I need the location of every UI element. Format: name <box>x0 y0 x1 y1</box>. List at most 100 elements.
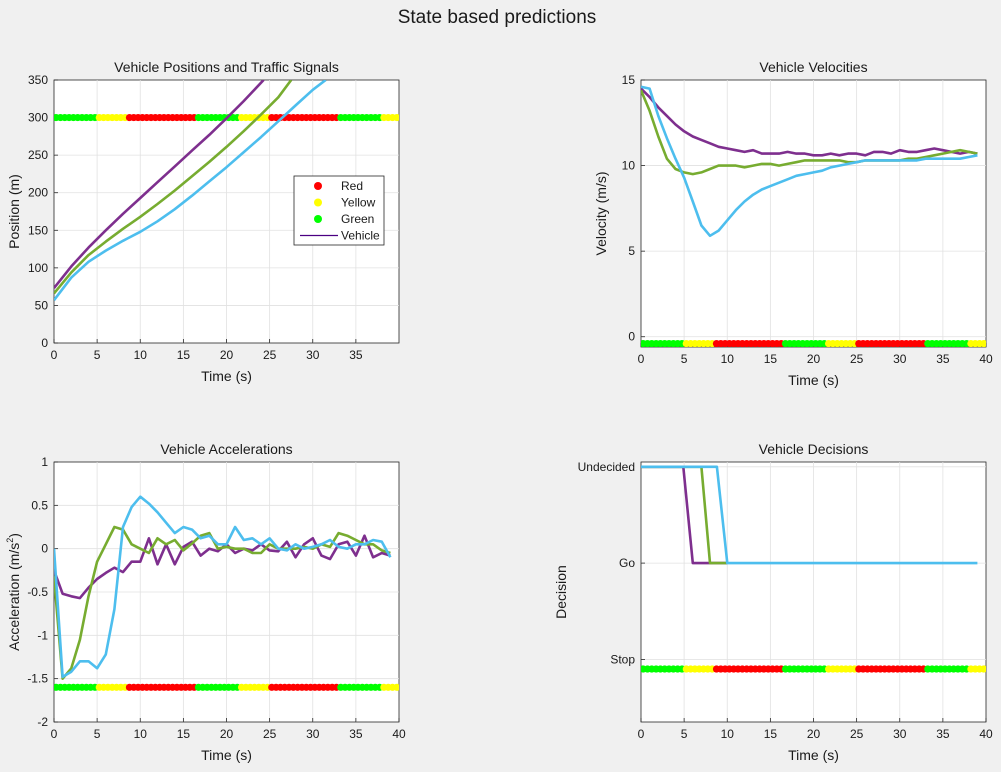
y-tick-label: 0 <box>628 330 635 344</box>
y-tick-label: Go <box>619 556 635 570</box>
legend-box <box>293 175 385 246</box>
chart-title: Vehicle Decisions <box>759 441 869 457</box>
chart-decisions: 0 5 10 15 20 25 30 35 40 Stop Go Undecided Vehicle D… <box>553 441 993 763</box>
x-tick-label: 40 <box>392 727 406 741</box>
y-tick-label: Stop <box>610 652 635 666</box>
signal-band <box>54 113 399 122</box>
y-axis-label: Acceleration (m/s2) <box>5 533 22 651</box>
x-tick-label: 35 <box>349 727 363 741</box>
y-axis-label-text: Velocity (m/s) <box>593 171 609 255</box>
x-tick-label: 30 <box>893 352 907 366</box>
legend-marker-red <box>314 182 322 190</box>
x-tick-label: 25 <box>263 348 277 362</box>
figure-title: State based predictions <box>398 7 597 28</box>
signal-band <box>641 339 986 347</box>
x-tick-label: 0 <box>638 727 645 741</box>
signal-band <box>641 665 986 673</box>
x-tick-label: 30 <box>306 727 320 741</box>
legend-label: Red <box>341 179 363 193</box>
y-tick-label: 300 <box>28 111 48 125</box>
y-axis-label-superscript: 2 <box>5 538 15 543</box>
y-tick-label: 350 <box>28 73 48 87</box>
y-axis-label-end: ) <box>6 533 22 538</box>
legend-marker-green <box>314 215 322 223</box>
chart-title: Vehicle Velocities <box>759 59 867 75</box>
x-tick-label: 10 <box>134 348 148 362</box>
series-line-purple <box>641 87 978 157</box>
legend-label: Vehicle <box>341 229 380 243</box>
y-axis-label-text: Position (m) <box>6 174 22 249</box>
x-tick-label: 30 <box>306 348 320 362</box>
y-tick-label: -1 <box>37 628 48 642</box>
y-tick-label: 150 <box>28 223 48 237</box>
x-tick-label: 5 <box>94 727 101 741</box>
x-tick-label: 15 <box>177 348 191 362</box>
y-axis-label-text: Decision <box>553 565 569 619</box>
series-line-olive <box>641 89 978 176</box>
y-tick-label: 0.5 <box>31 498 48 512</box>
x-tick-label: 5 <box>94 348 101 362</box>
chart-title: Vehicle Accelerations <box>160 441 292 457</box>
x-tick-label: 40 <box>979 727 993 741</box>
signal-dot-yellow <box>393 113 399 122</box>
series-line-purple <box>54 80 265 289</box>
y-tick-label: 1 <box>41 455 48 469</box>
y-axis-label: Decision <box>553 565 569 619</box>
chart-title: Vehicle Positions and Traffic Signals <box>114 59 339 75</box>
x-tick-label: 20 <box>220 727 234 741</box>
y-tick-label: 5 <box>628 244 635 258</box>
x-tick-label: 35 <box>936 727 950 741</box>
series-line-olive <box>54 80 293 295</box>
x-tick-label: 25 <box>850 727 864 741</box>
y-tick-label: 0 <box>41 336 48 350</box>
y-tick-label: Undecided <box>578 460 635 474</box>
series-line-olive <box>54 525 391 681</box>
chart-accelerations: 0 5 10 15 20 25 30 35 40 -2 -1.5 -1 -0.5 0 0.5 1 Vehicle… <box>5 441 406 763</box>
y-tick-label: 200 <box>28 186 48 200</box>
chart-positions: 0 5 10 15 20 25 30 35050100150200250300350Vehic… <box>6 59 400 384</box>
y-tick-label: -2 <box>37 715 48 729</box>
x-tick-label: 20 <box>220 348 234 362</box>
signal-band <box>54 683 399 691</box>
legend-label: Green <box>341 212 374 226</box>
signal-dot-yellow <box>980 339 986 347</box>
y-tick-label: 250 <box>28 148 48 162</box>
x-tick-label: 0 <box>638 352 645 366</box>
y-axis-label-text: Acceleration (m/s <box>6 543 22 651</box>
y-axis-label: Velocity (m/s) <box>593 171 609 255</box>
x-tick-label: 0 <box>51 727 58 741</box>
x-tick-label: 10 <box>134 727 148 741</box>
x-tick-label: 15 <box>764 352 778 366</box>
x-tick-label: 15 <box>764 727 778 741</box>
chart-velocities: 0 5 10 15 20 25 30 35 40 0 5 10 15 Vehicle Velocities… <box>593 59 993 388</box>
series-line-sky <box>54 80 327 301</box>
x-tick-label: 25 <box>263 727 277 741</box>
y-tick-label: 100 <box>28 261 48 275</box>
x-tick-label: 0 <box>51 348 58 362</box>
x-tick-label: 10 <box>721 727 735 741</box>
x-axis-label: Time (s) <box>788 372 839 388</box>
legend: Red Yellow Green Vehicle <box>293 175 385 246</box>
signal-dot-yellow <box>393 683 399 691</box>
x-axis-label: Time (s) <box>201 368 252 384</box>
x-tick-label: 35 <box>936 352 950 366</box>
signal-dot-yellow <box>980 665 986 673</box>
x-tick-label: 5 <box>681 727 688 741</box>
legend-marker-yellow <box>314 198 322 207</box>
y-tick-label: -0.5 <box>27 585 48 599</box>
x-tick-label: 40 <box>979 352 993 366</box>
x-tick-label: 20 <box>807 727 821 741</box>
x-tick-label: 10 <box>721 352 735 366</box>
x-tick-label: 20 <box>807 352 821 366</box>
y-tick-label: 10 <box>622 159 636 173</box>
series-line-sky <box>54 495 392 679</box>
x-axis-label: Time (s) <box>201 747 252 763</box>
x-axis-label: Time (s) <box>788 747 839 763</box>
x-tick-label: 25 <box>850 352 864 366</box>
x-tick-label: 5 <box>681 352 688 366</box>
x-tick-label: 15 <box>177 727 191 741</box>
y-tick-label: 50 <box>35 298 49 312</box>
x-tick-label: 35 <box>349 348 363 362</box>
x-tick-label: 30 <box>893 727 907 741</box>
